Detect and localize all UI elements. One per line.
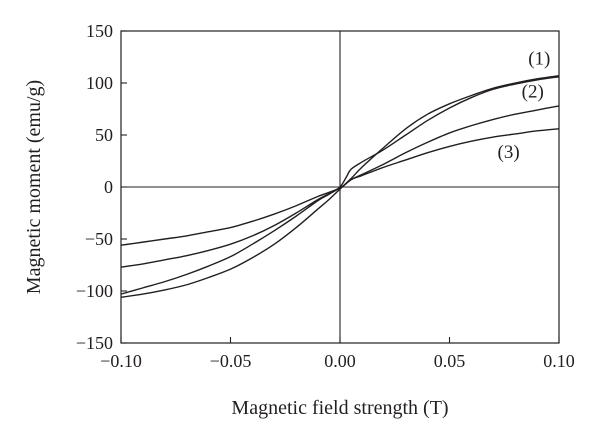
y-tick-label: 100 <box>86 73 113 93</box>
curve-label-2: (2) <box>522 82 544 103</box>
ticks-layer <box>120 30 560 344</box>
y-tick-label: −50 <box>85 229 113 249</box>
x-tick-label: 0.10 <box>543 351 575 371</box>
curve-label-1: (1) <box>528 48 550 69</box>
y-tick-label: −150 <box>76 333 113 353</box>
curve-series-2 <box>120 76 560 295</box>
x-axis-title: Magnetic field strength (T) <box>231 397 448 419</box>
curve-series-4 <box>120 128 560 246</box>
y-tick-label: 150 <box>86 21 113 41</box>
curve-label-3: (3) <box>498 142 520 163</box>
x-tick-label: −0.10 <box>100 351 142 371</box>
x-tick-label: 0.00 <box>324 351 356 371</box>
x-tick-label: −0.05 <box>210 351 252 371</box>
curve-labels-layer: (1) (2) (3) <box>498 48 551 163</box>
x-tick-label: 0.05 <box>434 351 466 371</box>
tick-labels-layer: −0.10 −0.05 0.00 0.05 0.10 −150 −100 −50 0 50 100 1… <box>76 21 575 371</box>
y-axis-title: Magnetic moment (emu/g) <box>23 80 45 294</box>
y-tick-label: −100 <box>76 281 113 301</box>
y-tick-label: 0 <box>104 177 113 197</box>
y-tick-label: 50 <box>95 125 113 145</box>
